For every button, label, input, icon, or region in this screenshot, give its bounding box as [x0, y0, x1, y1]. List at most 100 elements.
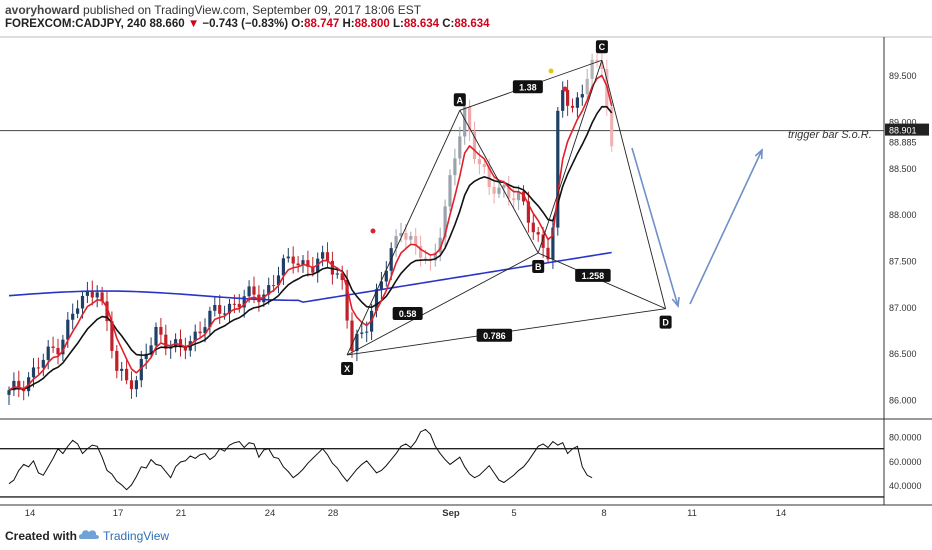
candle-body — [384, 270, 388, 282]
candle-body — [41, 359, 45, 368]
candle-body — [492, 187, 496, 194]
candle-body — [566, 90, 570, 106]
point-label: C — [599, 42, 606, 52]
candle-body — [76, 308, 80, 314]
price-axis: 89.500 89.000 88.500 88.000 87.500 87.000 86.5… — [885, 71, 929, 405]
candle-body — [134, 380, 138, 390]
candle-body — [443, 206, 447, 238]
candle-body — [590, 59, 594, 79]
annotation-text: trigger bar S.o.R. — [788, 129, 872, 141]
ratio-label: 0.58 — [399, 309, 417, 319]
candle-body — [36, 367, 40, 369]
candle-body — [463, 106, 467, 137]
candle-body — [487, 166, 491, 188]
chart-header: avoryhoward published on TradingView.com… — [0, 0, 932, 34]
pattern-leg — [346, 110, 461, 356]
ema-fast-line — [8, 74, 613, 391]
candle-body — [600, 62, 604, 69]
candle-body — [517, 191, 521, 201]
candle-body — [100, 292, 104, 302]
candle-body — [595, 59, 599, 63]
candle-body — [227, 303, 232, 314]
high-value: 88.800 — [354, 18, 390, 30]
last-price-label: 88.885 — [889, 138, 917, 148]
candle-body — [85, 290, 89, 296]
ema-slow-line — [8, 105, 613, 391]
price-line-tag — [885, 123, 929, 136]
point-marker — [341, 361, 354, 375]
time-tick: 28 — [328, 508, 339, 519]
time-tick: Sep — [442, 508, 460, 519]
candle-body — [472, 131, 477, 160]
candle-body — [262, 294, 266, 303]
candle-body — [80, 295, 85, 309]
close-value: 88.634 — [454, 18, 490, 30]
time-tick: 17 — [113, 508, 124, 519]
rsi-tick: 60.0000 — [889, 457, 922, 467]
candle-body — [399, 232, 403, 237]
candle-body — [125, 368, 129, 381]
author-name[interactable]: avoryhoward — [5, 3, 80, 17]
candle-body — [575, 97, 579, 108]
candle-body — [56, 347, 60, 355]
tradingview-brand[interactable]: TradingView — [103, 529, 170, 543]
chart-frame — [0, 36, 932, 506]
candle-body — [105, 301, 109, 322]
price-line-label: 88.901 — [889, 126, 917, 136]
price-tick: 87.500 — [889, 256, 917, 266]
pattern-leg — [346, 252, 539, 356]
publish-line: avoryhoward published on TradingView.com… — [5, 3, 421, 17]
point-label: D — [662, 318, 669, 328]
candle-body — [17, 380, 21, 389]
candle-body — [404, 232, 408, 240]
price-tick: 89.500 — [889, 71, 917, 81]
chart-canvas[interactable]: X A B C D 0.58 1.38 1.258 0.786 trigger bar S.o.R… — [0, 0, 932, 520]
candle-body — [546, 247, 550, 260]
signal-dot — [562, 86, 568, 92]
price-tick: 89.000 — [889, 117, 917, 127]
candle-body — [139, 358, 143, 381]
price-tick: 88.500 — [889, 164, 917, 174]
candle-body — [242, 296, 246, 308]
candle-body — [482, 164, 486, 167]
candle-body — [438, 237, 442, 253]
candle-body — [178, 339, 183, 348]
candle-body — [502, 185, 506, 188]
arrow-up-head — [754, 148, 763, 160]
candle-body — [526, 201, 530, 223]
ratio-marker — [575, 268, 611, 282]
candle-body — [321, 252, 325, 259]
symbol-label[interactable]: FOREXCOM:CADJPY, 240 — [5, 18, 147, 30]
candle-body — [561, 90, 565, 111]
ratio-label: 1.38 — [519, 82, 537, 92]
time-tick: 14 — [25, 508, 36, 519]
candle-body — [154, 326, 158, 346]
time-tick: 5 — [511, 508, 516, 519]
rsi-tick: 40.0000 — [889, 481, 922, 491]
candle-body — [325, 252, 330, 261]
price-change: −0.743 (−0.83%) — [202, 18, 289, 30]
price-tick: 88.000 — [889, 210, 917, 220]
point-marker — [453, 93, 466, 107]
point-marker — [659, 315, 672, 329]
point-marker — [595, 40, 608, 54]
footer: Created with TradingView — [0, 520, 932, 550]
candle-body — [580, 94, 584, 98]
publish-info: published on TradingView.com, September … — [83, 3, 422, 17]
candle-body — [218, 304, 222, 314]
candle-body — [12, 380, 16, 391]
candle-body — [585, 78, 589, 95]
candle-body — [335, 273, 339, 275]
point-label: B — [535, 262, 542, 272]
candle-body — [51, 346, 55, 348]
low-value: 88.634 — [403, 18, 440, 30]
time-tick: 21 — [176, 508, 187, 519]
candle-body — [281, 258, 285, 276]
candle-body — [453, 158, 457, 176]
tradingview-cloud-icon[interactable] — [78, 526, 100, 542]
rsi-panel: 80.0000 60.0000 40.0000 — [0, 428, 922, 498]
candle-body — [541, 234, 545, 248]
candle-body — [115, 350, 119, 371]
candle-body — [570, 105, 575, 108]
point-label: X — [344, 364, 350, 374]
